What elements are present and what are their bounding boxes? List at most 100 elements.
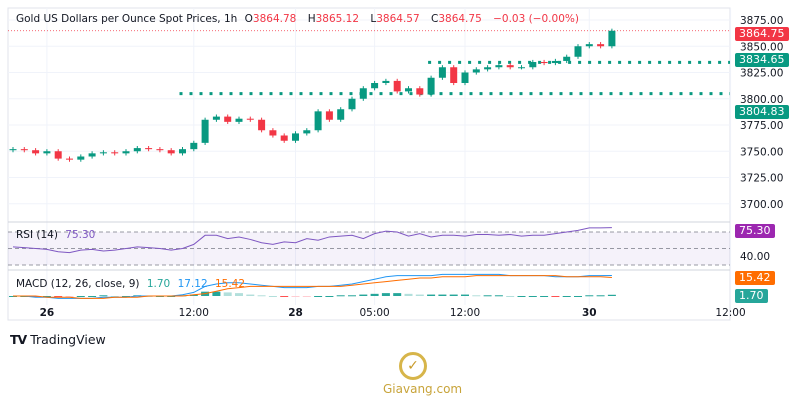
candle-down xyxy=(506,65,514,68)
candle-up xyxy=(472,69,480,73)
candle-up xyxy=(495,65,503,68)
rsi-value: 75.30 xyxy=(65,229,96,241)
candle-down xyxy=(54,151,62,159)
macd-histogram-bar xyxy=(268,296,277,297)
candle-down xyxy=(167,150,175,154)
macd-histogram-bar xyxy=(370,293,379,296)
macd-histogram-bar xyxy=(540,296,549,297)
candle-down xyxy=(450,67,458,83)
open-label: O xyxy=(244,13,253,25)
macd-histogram-bar xyxy=(235,293,243,296)
x-tick-label: 30 xyxy=(582,307,597,319)
rsi-line xyxy=(12,227,612,254)
low-label: L xyxy=(370,13,377,25)
candle-up xyxy=(359,88,367,99)
macd-histogram-bar xyxy=(404,293,413,296)
macd-histogram-bar xyxy=(246,294,255,296)
macd-histogram-bar xyxy=(359,294,368,296)
macd-histogram-bar xyxy=(76,296,85,297)
candle-down xyxy=(66,158,73,160)
macd-histogram-bar xyxy=(42,296,51,297)
macd-histogram-bar xyxy=(314,296,323,297)
rsi-axis-label: 40.00 xyxy=(740,251,771,263)
macd-histogram-bar xyxy=(574,296,582,297)
candle-down xyxy=(269,130,277,136)
candle-up xyxy=(292,133,299,141)
y-tick-label: 3800.00 xyxy=(740,94,783,106)
macd-label: MACD (12, 26, close, 9) xyxy=(16,278,140,290)
candle-down xyxy=(258,119,266,131)
symbol-title: Gold US Dollars per Ounce Spot Prices, 1… xyxy=(16,13,238,25)
macd-histogram-bar xyxy=(325,296,334,297)
macd-histogram-bar xyxy=(280,296,289,297)
candle-up xyxy=(551,60,559,64)
candle-down xyxy=(540,62,548,64)
low-value: 3864.57 xyxy=(376,13,420,25)
candle-up xyxy=(190,142,198,150)
last-price-tag: 3864.75 xyxy=(735,27,789,41)
candle-down xyxy=(393,80,401,92)
candle-up xyxy=(461,72,469,83)
macd-histogram-bar xyxy=(562,296,571,297)
macd-histogram-bar xyxy=(65,296,74,297)
chart-canvas[interactable]: 3875.00 3850.00 3825.00 3800.00 3775.00 3750.… xyxy=(0,0,800,330)
candle-up xyxy=(314,111,322,131)
macd-histogram-bar xyxy=(517,296,526,297)
candle-up xyxy=(43,151,51,154)
macd-histogram-bar xyxy=(291,296,300,297)
macd-histogram-bar xyxy=(212,291,221,296)
macd-legend: MACD (12, 26, close, 9) 1.70 17.12 15.42 xyxy=(16,278,249,290)
candle-down xyxy=(32,150,40,154)
y-tick-label: 3750.00 xyxy=(740,146,783,158)
candle-up xyxy=(179,149,186,154)
macd-line-value: 17.12 xyxy=(177,278,208,290)
rsi-label: RSI (14) xyxy=(16,229,58,241)
macd-histogram-bar xyxy=(99,295,108,297)
candle-down xyxy=(20,149,28,151)
close-label: C xyxy=(430,13,439,25)
candle-up xyxy=(235,118,243,122)
candle-down xyxy=(156,149,164,151)
giavang-watermark: ✓ Giavang.com xyxy=(383,352,463,396)
macd-histogram-bar xyxy=(54,296,63,297)
candle-up xyxy=(88,153,96,157)
y-tick-label: 3725.00 xyxy=(740,173,783,185)
watermark-text: Giavang.com xyxy=(383,382,463,396)
candle-down xyxy=(325,111,333,120)
candle-up xyxy=(382,80,390,83)
macd-histogram-bar xyxy=(472,295,481,297)
plot-frame xyxy=(7,7,731,321)
macd-histogram-bar xyxy=(585,295,594,297)
open-value: 3864.78 xyxy=(252,13,297,25)
candle-up xyxy=(529,62,537,68)
macd-histogram-bar xyxy=(393,293,402,296)
candle-up xyxy=(427,77,435,95)
macd-histogram-bar xyxy=(607,294,616,296)
candle-down xyxy=(280,135,288,141)
candle-up xyxy=(212,116,220,120)
tradingview-logo[interactable]: TV TradingView xyxy=(10,332,106,347)
x-tick-label: 12:00 xyxy=(450,307,480,319)
macd-histogram-bar xyxy=(88,296,97,297)
candle-up xyxy=(133,148,141,152)
macd-histogram-bar xyxy=(494,295,503,297)
x-tick-label: 26 xyxy=(40,307,55,319)
macd-histogram-bar xyxy=(122,296,130,297)
candle-up xyxy=(608,30,616,47)
y-tick-label: 3825.00 xyxy=(740,68,783,80)
macd-histogram-bar xyxy=(348,295,356,297)
rsi-legend: RSI (14) 75.30 xyxy=(16,229,99,241)
candle-up xyxy=(348,98,356,110)
signal-line xyxy=(13,275,612,299)
macd-histogram-bar xyxy=(415,294,424,296)
candle-down xyxy=(597,44,605,47)
y-tick-label: 3850.00 xyxy=(740,41,783,53)
macd-histogram-bar xyxy=(302,296,311,297)
change-value: −0.03 (−0.00%) xyxy=(493,13,579,25)
x-tick-label: 12:00 xyxy=(715,307,745,319)
y-tick-label: 3875.00 xyxy=(740,15,783,27)
macd-histogram-bar xyxy=(461,294,469,296)
macd-signal-value: 15.42 xyxy=(214,278,246,290)
candle-up xyxy=(122,151,130,154)
